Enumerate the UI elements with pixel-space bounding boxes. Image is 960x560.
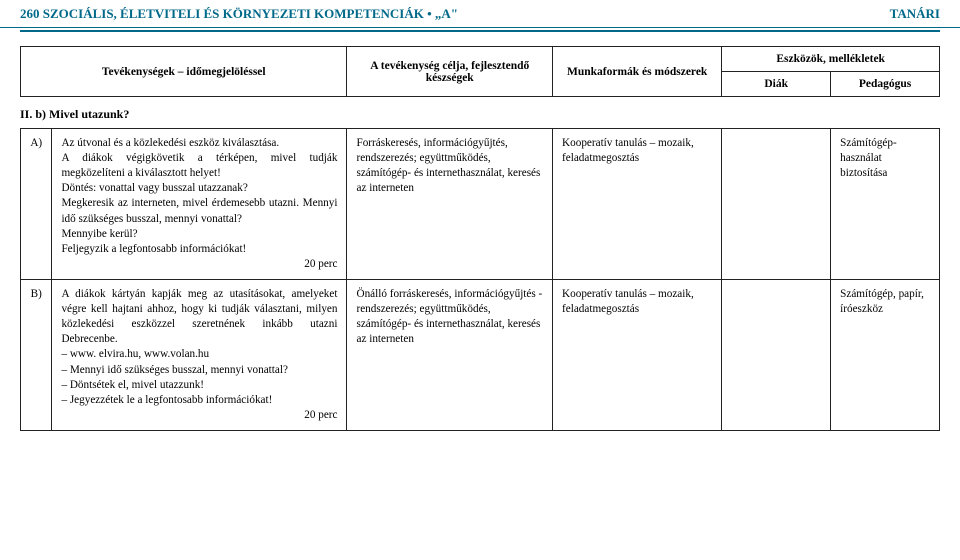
time-label: 20 perc — [61, 257, 337, 272]
th-student: Diák — [722, 72, 831, 97]
th-tools: Eszközök, mellékletek — [722, 47, 940, 72]
time-label: 20 perc — [61, 408, 337, 423]
header: 260 SZOCIÁLIS, ÉLETVITELI ÉS KÖRNYEZETI … — [0, 0, 960, 32]
table-row: B)A diákok kártyán kapják meg az utasítá… — [21, 279, 940, 430]
student-cell — [722, 279, 831, 430]
activity-cell: Az útvonal és a közlekedési eszköz kivál… — [52, 129, 347, 280]
th-goal: A tevékenység célja, fejlesztendő készsé… — [347, 47, 553, 97]
goal-cell: Önálló forráskeresés, információgyűjtés … — [347, 279, 553, 430]
teacher-cell: Számítógép, papír, íróeszköz — [831, 279, 940, 430]
page-header-row: 260 SZOCIÁLIS, ÉLETVITELI ÉS KÖRNYEZETI … — [0, 0, 960, 28]
student-cell — [722, 129, 831, 280]
th-activity: Tevékenységek – időmegjelöléssel — [21, 47, 347, 97]
teacher-cell: Számítógép-használat biztosítása — [831, 129, 940, 280]
th-methods: Munkaformák és módszerek — [553, 47, 722, 97]
row-label: A) — [21, 129, 52, 280]
goal-cell: Forráskeresés, információgyűjtés, rendsz… — [347, 129, 553, 280]
th-teacher: Pedagógus — [831, 72, 940, 97]
header-title-left: SZOCIÁLIS, ÉLETVITELI ÉS KÖRNYEZETI KOMP… — [43, 6, 458, 21]
activity-cell: A diákok kártyán kapják meg az utasításo… — [52, 279, 347, 430]
methods-cell: Kooperatív tanulás – mozaik, feladatmego… — [553, 279, 722, 430]
body-table: A)Az útvonal és a közlekedési eszköz kiv… — [20, 128, 940, 431]
header-title-right: TANÁRI — [890, 6, 940, 22]
section-title: II. b) Mivel utazunk? — [20, 107, 940, 122]
content: Tevékenységek – időmegjelöléssel A tevék… — [0, 32, 960, 431]
header-left: 260 SZOCIÁLIS, ÉLETVITELI ÉS KÖRNYEZETI … — [20, 6, 458, 22]
row-label: B) — [21, 279, 52, 430]
head-table: Tevékenységek – időmegjelöléssel A tevék… — [20, 46, 940, 97]
table-row: A)Az útvonal és a közlekedési eszköz kiv… — [21, 129, 940, 280]
page-number: 260 — [20, 6, 40, 21]
methods-cell: Kooperatív tanulás – mozaik, feladatmego… — [553, 129, 722, 280]
